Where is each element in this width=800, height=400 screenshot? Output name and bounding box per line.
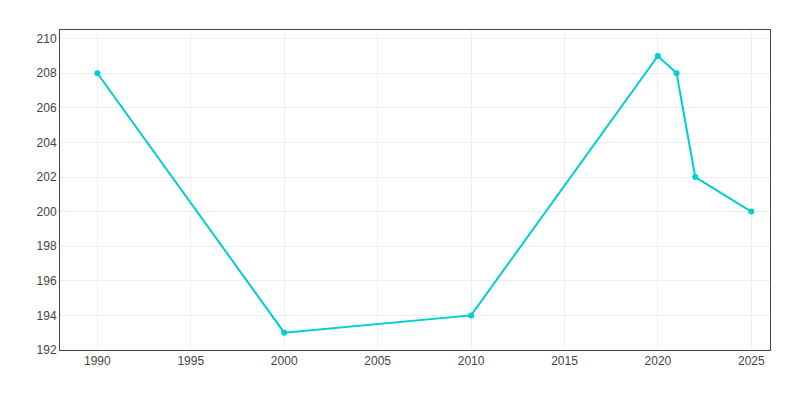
svg-text:210: 210 — [37, 32, 57, 46]
svg-text:202: 202 — [37, 170, 57, 184]
svg-text:208: 208 — [37, 66, 57, 80]
svg-text:2005: 2005 — [364, 354, 391, 368]
svg-text:196: 196 — [37, 274, 57, 288]
svg-text:1995: 1995 — [177, 354, 204, 368]
svg-text:194: 194 — [37, 309, 57, 323]
svg-text:2010: 2010 — [458, 354, 485, 368]
svg-text:2000: 2000 — [271, 354, 298, 368]
svg-text:204: 204 — [37, 136, 57, 150]
svg-text:192: 192 — [37, 343, 57, 357]
svg-text:2025: 2025 — [738, 354, 765, 368]
svg-text:1990: 1990 — [84, 354, 111, 368]
svg-text:200: 200 — [37, 205, 57, 219]
svg-text:2020: 2020 — [645, 354, 672, 368]
svg-text:2015: 2015 — [551, 354, 578, 368]
svg-text:198: 198 — [37, 239, 57, 253]
svg-text:206: 206 — [37, 101, 57, 115]
